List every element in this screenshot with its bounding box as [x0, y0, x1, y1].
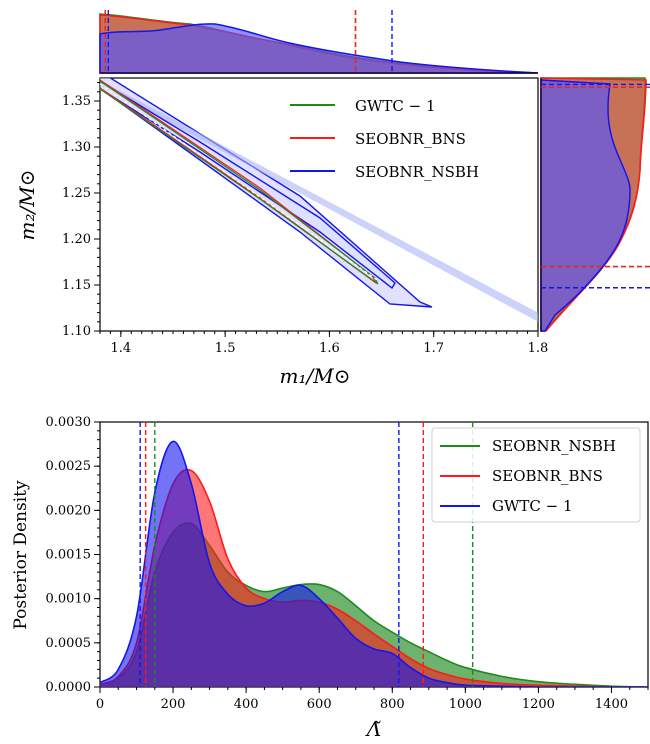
- lambda-ytick-label: 0.0010: [46, 592, 92, 607]
- lambda-ytick-label: 0.0015: [46, 548, 92, 563]
- mass-axes: 1.4 1.5 1.6 1.7 1.8 1.10 1.15 1.20 1.25 1.30 1.35: [62, 82, 549, 356]
- mass-ytick-label: 1.20: [62, 232, 91, 247]
- lambda-ytick-label: 0.0000: [46, 680, 92, 695]
- lambda-axes: 0 200 400 600 800 1000 1200 1400 0.0000 0.0005 0.0…: [46, 415, 649, 712]
- lambda-xtick-label: 1200: [522, 697, 555, 712]
- contour-nsbh-inner: [100, 80, 396, 290]
- mass-ytick-label: 1.30: [62, 140, 91, 155]
- legend-b-gwtc-label: GWTC − 1: [492, 497, 573, 515]
- m2-marginal-nsbh: [540, 79, 631, 332]
- legend-nsbh-label: SEOBNR_NSBH: [355, 163, 479, 181]
- mass-legend: GWTC − 1 SEOBNR_BNS SEOBNR_NSBH: [290, 97, 479, 181]
- lambda-xtick-label: 600: [307, 697, 332, 712]
- lambda-xtick-label: 800: [380, 697, 405, 712]
- legend-b-bns-label: SEOBNR_BNS: [492, 467, 603, 485]
- lambda-ytick-label: 0.0005: [46, 636, 92, 651]
- mass-ytick-label: 1.15: [62, 278, 91, 293]
- mass-ytick-label: 1.25: [62, 186, 91, 201]
- legend-b-nsbh-label: SEOBNR_NSBH: [492, 437, 616, 455]
- lambda-xtick-label: 400: [234, 697, 259, 712]
- lambda-xtick-label: 1000: [449, 697, 482, 712]
- mass-xtick-label: 1.4: [111, 341, 132, 356]
- lambda-plot: 0 200 400 600 800 1000 1200 1400 0.0000 0.0005 0.0…: [11, 415, 649, 741]
- lambda-xlabel: Λ̃: [365, 717, 381, 741]
- m1-credible-lines: [104, 10, 393, 73]
- mass-xtick-label: 1.7: [423, 341, 444, 356]
- mass-xtick-label: 1.6: [319, 341, 340, 356]
- mass-ytick-label: 1.10: [62, 324, 91, 339]
- m2-credible-lines: [541, 83, 650, 289]
- m1-marginal: [99, 10, 539, 74]
- mass-xtick-label: 1.5: [215, 341, 236, 356]
- lambda-ytick-label: 0.0020: [46, 503, 92, 518]
- lambda-areas: [100, 422, 648, 687]
- m1-marginal-nsbh: [99, 23, 539, 74]
- lambda-ytick-label: 0.0030: [46, 415, 92, 430]
- lambda-ylabel: Posterior Density: [11, 480, 31, 630]
- mass-xtick-label: 1.8: [528, 341, 549, 356]
- mass-xlabel: m₁/M⊙: [280, 364, 351, 388]
- contour-gwtc: [100, 80, 379, 285]
- mass-joint-plot: 1.4 1.5 1.6 1.7 1.81.101.151.201.251.301.35 …: [15, 77, 549, 388]
- lambda-xtick-label: 0: [96, 697, 104, 712]
- lambda-xtick-label: 1400: [595, 697, 628, 712]
- legend-gwtc-label: GWTC − 1: [355, 97, 436, 115]
- lambda-legend: SEOBNR_NSBH SEOBNR_BNS GWTC − 1: [431, 427, 641, 523]
- lambda-curve-2: [100, 440, 648, 687]
- mass-ylabel: m₂/M⊙: [15, 170, 39, 241]
- lambda-area-2: [100, 441, 648, 687]
- legend-bns-label: SEOBNR_BNS: [355, 130, 466, 148]
- lambda-ytick-label: 0.0025: [46, 459, 92, 474]
- mass-ytick-label: 1.35: [62, 94, 91, 109]
- m2-marginal: [540, 77, 650, 332]
- lambda-xtick-label: 200: [161, 697, 186, 712]
- contour-nsbh-tail: [100, 80, 538, 322]
